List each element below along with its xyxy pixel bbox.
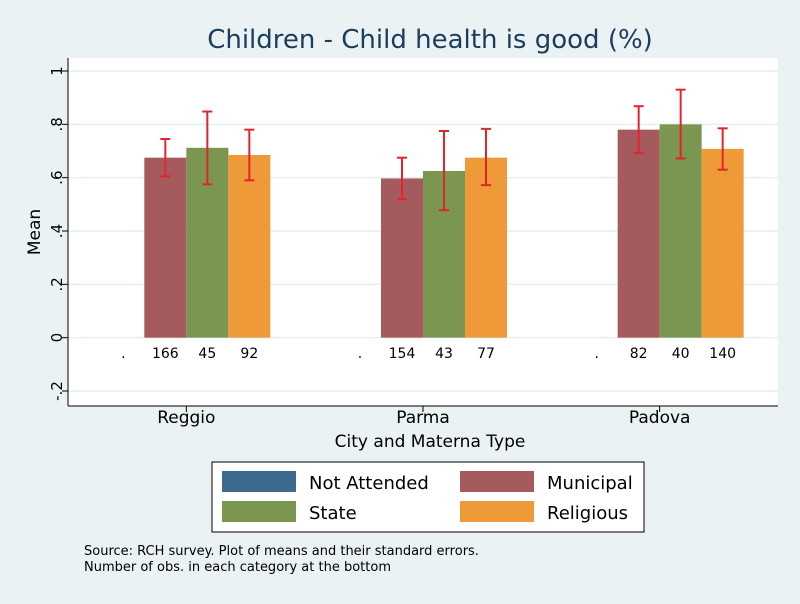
count-label: 92	[240, 346, 258, 362]
y-axis-label: Mean	[25, 209, 45, 255]
bar	[701, 148, 744, 338]
y-axis: -.2 0 .2 .4 .6 .8 1	[48, 58, 69, 406]
y-tick-label: .8	[48, 117, 66, 131]
legend-label: Not Attended	[309, 473, 429, 494]
count-label: .	[358, 346, 362, 362]
source-note: Source: RCH survey. Plot of means and th…	[84, 544, 479, 559]
bar	[659, 124, 702, 338]
count-label: 43	[435, 346, 453, 362]
count-labels: . 166 45 92. 154 43 77. 82 40 140	[121, 346, 736, 362]
count-label: 82	[630, 346, 648, 362]
count-label: 166	[152, 346, 179, 362]
bar	[381, 178, 423, 338]
legend-label: Municipal	[547, 473, 633, 494]
count-label: .	[121, 346, 125, 362]
legend-label: Religious	[547, 503, 628, 524]
legend-swatch	[222, 471, 296, 492]
count-label: .	[594, 346, 598, 362]
legend-swatch	[460, 471, 534, 492]
obs-note: Number of obs. in each category at the b…	[84, 560, 391, 575]
bar	[144, 157, 187, 338]
x-axis: Reggio Parma Padova	[68, 405, 778, 428]
x-tick-label-padova: Padova	[629, 408, 691, 428]
legend-swatch	[460, 501, 534, 522]
bar	[465, 157, 507, 338]
count-label: 45	[198, 346, 216, 362]
legend-swatch	[222, 501, 296, 522]
y-tick-label: 0	[48, 333, 66, 343]
y-tick-label: .6	[48, 171, 66, 185]
legend-label: State	[309, 503, 357, 524]
bars	[144, 124, 744, 338]
legend: Not Attended Municipal State Religious	[211, 461, 645, 533]
y-tick-label: 1	[48, 66, 66, 76]
x-tick-label-reggio: Reggio	[157, 408, 215, 428]
x-tick-label-parma: Parma	[396, 408, 450, 428]
count-label: 140	[709, 346, 736, 362]
y-tick-label: .4	[48, 224, 66, 238]
error-bars	[160, 88, 728, 212]
y-tick-label: .2	[48, 277, 66, 291]
bar	[228, 155, 271, 338]
bar	[617, 129, 660, 338]
y-tick-label: -.2	[48, 381, 66, 401]
count-label: 40	[672, 346, 690, 362]
chart-title: Children - Child health is good (%)	[207, 25, 653, 55]
x-axis-label: City and Materna Type	[335, 432, 526, 452]
count-label: 77	[477, 346, 495, 362]
count-label: 154	[389, 346, 416, 362]
